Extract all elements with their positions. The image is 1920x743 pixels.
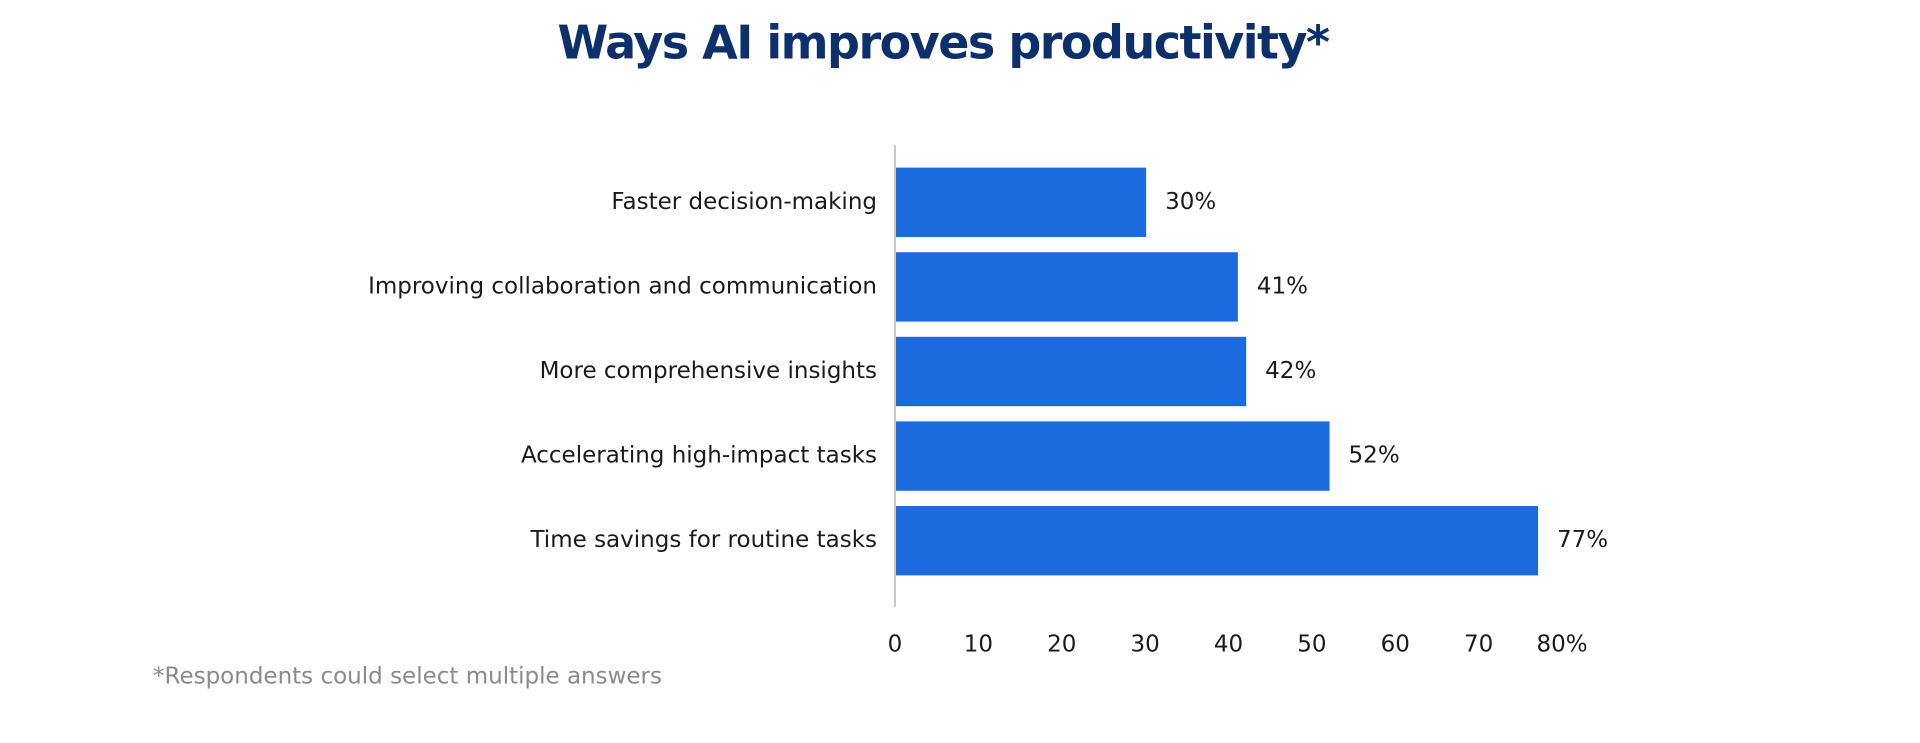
- bar: [896, 167, 1147, 237]
- value-label: 30%: [1165, 189, 1216, 215]
- x-tick-label: 70: [1464, 632, 1493, 658]
- x-tick-label: 40: [1214, 632, 1243, 658]
- y-tick-label: Improving collaboration and communicatio…: [368, 273, 877, 299]
- x-tick-label: 60: [1381, 632, 1410, 658]
- footnote: *Respondents could select multiple answe…: [153, 664, 662, 690]
- bar: [896, 252, 1238, 322]
- y-tick-label: Time savings for routine tasks: [529, 527, 877, 553]
- y-tick-label: More comprehensive insights: [540, 358, 877, 384]
- bar: [896, 506, 1538, 576]
- value-label: 52%: [1349, 443, 1400, 469]
- value-label: 41%: [1257, 273, 1308, 299]
- x-tick-label: 50: [1297, 632, 1326, 658]
- value-label: 77%: [1557, 527, 1608, 553]
- value-label: 42%: [1265, 358, 1316, 384]
- x-tick-label: 80%: [1536, 632, 1587, 658]
- x-tick-label: 30: [1130, 632, 1159, 658]
- y-tick-label: Accelerating high-impact tasks: [521, 443, 877, 469]
- chart-title: Ways AI improves productivity*: [557, 16, 1329, 70]
- x-tick-label: 0: [888, 632, 903, 658]
- y-tick-label: Faster decision-making: [611, 189, 877, 215]
- x-tick-label: 10: [964, 632, 993, 658]
- bar: [896, 336, 1247, 407]
- x-tick-label: 20: [1047, 632, 1076, 658]
- bar: [896, 421, 1330, 491]
